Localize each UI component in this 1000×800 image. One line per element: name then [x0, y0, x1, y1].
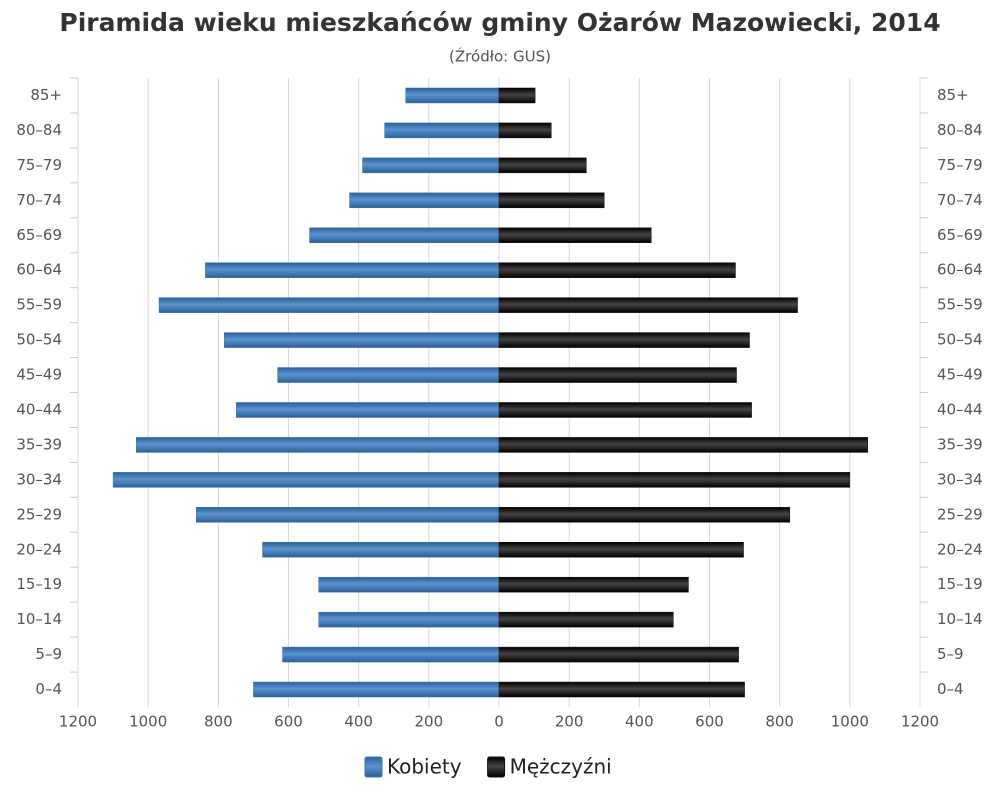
y-tick-label: 40–44 [16, 400, 62, 418]
y-tick-label: 20–24 [16, 540, 62, 558]
bar [498, 402, 752, 418]
bar [405, 87, 500, 104]
y-tick-label: 60–64 [16, 261, 62, 279]
bar [262, 542, 500, 558]
y-tick-label: 85+ [937, 86, 969, 104]
y-tick-label: 15–19 [937, 575, 983, 593]
bar [498, 297, 798, 313]
y-tick-label: 5–9 [35, 645, 62, 663]
bar [349, 192, 500, 209]
y-tick-label: 15–19 [16, 575, 62, 593]
bar [498, 646, 739, 663]
y-tick-label: 75–79 [16, 156, 62, 174]
y-tick-label: 85+ [30, 86, 62, 104]
bar [309, 227, 500, 243]
bar [498, 157, 587, 174]
x-tick-label: 800 [204, 713, 233, 731]
x-tick-label: 200 [415, 713, 444, 731]
bar [498, 611, 674, 628]
y-tick-label: 0–4 [35, 680, 62, 698]
y-tick-label: 80–84 [937, 121, 983, 139]
y-tick-label: 45–49 [16, 366, 62, 384]
bar [498, 681, 745, 698]
x-tick-label: 1000 [831, 713, 869, 731]
y-tick-label: 25–29 [937, 505, 983, 523]
y-tick-label: 55–59 [937, 296, 983, 314]
y-tick-label: 30–34 [937, 470, 983, 488]
x-tick-label: 1200 [59, 713, 97, 731]
x-tick-label: 800 [765, 713, 794, 731]
y-tick-label: 25–29 [16, 505, 62, 523]
chart-title: Piramida wieku mieszkańców gminy Ożarów … [59, 8, 940, 37]
bar [253, 681, 500, 698]
chart-subtitle: (Źródło: GUS) [449, 47, 551, 66]
y-tick-label: 70–74 [16, 191, 62, 209]
bar [498, 332, 750, 348]
y-tick-label: 55–59 [16, 296, 62, 314]
bar [135, 437, 500, 453]
x-tick-label: 400 [344, 713, 373, 731]
bar [498, 576, 689, 593]
bar [498, 227, 652, 243]
bar [498, 192, 605, 209]
legend-label[interactable]: Mężczyźni [510, 755, 612, 779]
y-tick-label: 50–54 [937, 331, 983, 349]
bar [498, 472, 851, 488]
bar [224, 332, 500, 348]
bar [205, 262, 500, 278]
y-tick-label: 75–79 [937, 156, 983, 174]
x-tick-label: 1200 [901, 713, 939, 731]
legend-label[interactable]: Kobiety [387, 755, 462, 779]
bar [362, 157, 500, 174]
y-tick-label: 0–4 [937, 680, 964, 698]
y-tick-label: 65–69 [937, 226, 983, 244]
bar [282, 646, 500, 663]
bar [195, 507, 500, 523]
y-tick-label: 35–39 [16, 435, 62, 453]
x-tick-label: 1000 [129, 713, 167, 731]
y-tick-label: 80–84 [16, 121, 62, 139]
y-tick-label: 10–14 [16, 610, 62, 628]
y-tick-label: 10–14 [937, 610, 983, 628]
bar [498, 87, 536, 104]
bar [112, 472, 500, 488]
bar [498, 437, 868, 453]
y-tick-label: 40–44 [937, 400, 983, 418]
bar [235, 402, 500, 418]
y-tick-label: 35–39 [937, 435, 983, 453]
bar [498, 367, 737, 383]
y-tick-label: 45–49 [937, 366, 983, 384]
bar [158, 297, 500, 313]
bar [384, 122, 500, 139]
x-tick-label: 600 [274, 713, 303, 731]
y-tick-label: 60–64 [937, 261, 983, 279]
y-tick-label: 20–24 [937, 540, 983, 558]
x-tick-label: 400 [625, 713, 654, 731]
y-tick-label: 70–74 [937, 191, 983, 209]
y-tick-label: 5–9 [937, 645, 964, 663]
legend-swatch [487, 756, 506, 778]
y-tick-label: 50–54 [16, 331, 62, 349]
x-tick-label: 0 [494, 713, 504, 731]
y-tick-label: 65–69 [16, 226, 62, 244]
bar [318, 611, 500, 628]
bar [277, 367, 500, 383]
bar [318, 576, 500, 593]
bar [498, 122, 552, 139]
bar [498, 542, 744, 558]
y-tick-label: 30–34 [16, 470, 62, 488]
x-tick-label: 200 [555, 713, 584, 731]
x-tick-label: 600 [695, 713, 724, 731]
legend-swatch [364, 756, 383, 778]
bar [498, 507, 791, 523]
bar [498, 262, 736, 278]
